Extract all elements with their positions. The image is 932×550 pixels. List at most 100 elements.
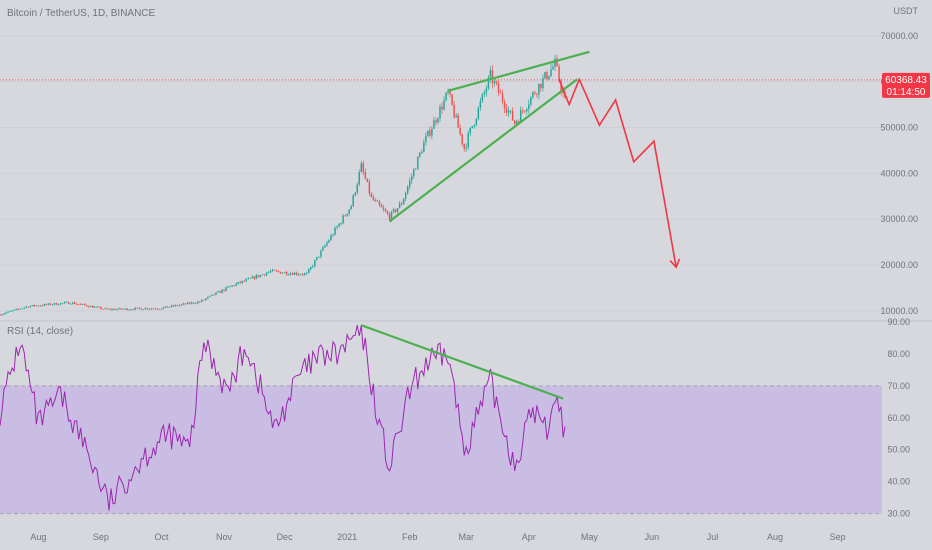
candle-body <box>67 301 70 304</box>
candle-body <box>186 302 189 305</box>
candle-body <box>398 203 401 209</box>
candle-body <box>47 303 50 305</box>
candle-body <box>441 106 443 110</box>
price-tick-label: 40000.00 <box>880 168 918 178</box>
candle-body <box>160 308 163 310</box>
x-tick-label: 2021 <box>337 532 357 542</box>
candle-body <box>530 97 532 105</box>
candle-body <box>17 308 19 310</box>
candle-body <box>122 309 124 310</box>
x-tick-label: Dec <box>277 532 294 542</box>
candle-body <box>419 152 421 157</box>
rsi-tick-label: 30.00 <box>887 509 910 519</box>
candle-body <box>493 81 496 84</box>
candle-body <box>526 109 528 112</box>
candle-body <box>362 163 365 172</box>
drawing-lines[interactable] <box>0 50 882 269</box>
candle-body <box>479 101 482 108</box>
candle-body <box>297 274 300 276</box>
candle-body <box>142 309 145 311</box>
candle-body <box>497 83 500 93</box>
candle-body <box>544 72 546 79</box>
candle-body <box>197 301 199 304</box>
candle-body <box>110 308 112 310</box>
candle-body <box>425 136 427 143</box>
candle-body <box>346 213 348 216</box>
candle-body <box>330 235 332 241</box>
candle-body <box>538 83 540 95</box>
candle-body <box>289 273 292 275</box>
candle-body <box>154 308 157 310</box>
symbol-title[interactable]: Bitcoin / TetherUS, 1D, BINANCE <box>7 8 156 19</box>
candle-body <box>396 208 399 212</box>
candle-body <box>71 302 74 304</box>
candle-body <box>21 308 23 310</box>
x-tick-label: Mar <box>458 532 474 542</box>
projection-path <box>558 77 677 268</box>
candle-body <box>188 302 191 304</box>
candle-body <box>352 195 354 207</box>
candle-body <box>5 312 7 314</box>
currency-label: USDT <box>894 6 919 16</box>
x-tick-label: Feb <box>402 532 418 542</box>
candle-body <box>203 299 205 301</box>
candle-body <box>304 273 306 275</box>
candle-body <box>225 287 227 291</box>
wedge-lower-trendline <box>388 78 578 223</box>
candle-body <box>515 121 518 124</box>
candle-body <box>467 133 469 148</box>
candle-body <box>423 142 425 153</box>
candle-body <box>275 270 278 272</box>
candle-body <box>295 272 298 275</box>
candle-body <box>287 274 290 276</box>
candle-body <box>483 92 486 95</box>
candle-body <box>459 127 461 134</box>
candle-body <box>410 176 413 181</box>
candle-body <box>130 309 132 311</box>
candle-body <box>75 303 78 305</box>
candle-body <box>449 90 451 95</box>
candle-body <box>82 303 84 305</box>
rsi-title[interactable]: RSI (14, close) <box>7 326 73 337</box>
candle-body <box>283 271 286 273</box>
candle-body <box>473 124 476 127</box>
candle-body <box>201 299 203 302</box>
candle-body <box>517 121 520 122</box>
candle-body <box>156 308 159 310</box>
candle-body <box>53 303 56 305</box>
candle-body <box>178 305 181 306</box>
candle-body <box>190 302 193 304</box>
candle-body <box>94 306 96 308</box>
candle-body <box>328 240 330 243</box>
candle-body <box>404 193 407 199</box>
candle-body <box>324 245 326 248</box>
candle-body <box>108 308 110 310</box>
candle-body <box>481 94 484 102</box>
candle-body <box>172 305 175 307</box>
candle-body <box>413 169 415 177</box>
x-tick-label: Sep <box>93 532 109 542</box>
candle-body <box>170 305 173 307</box>
candle-body <box>13 309 15 311</box>
candle-body <box>340 223 342 225</box>
candle-body <box>548 76 550 80</box>
rsi-tick-label: 70.00 <box>887 381 910 391</box>
candle-body <box>310 267 312 270</box>
candle-body <box>116 309 118 311</box>
candle-body <box>293 272 296 275</box>
candle-body <box>376 200 379 202</box>
x-tick-label: Nov <box>216 532 233 542</box>
candle-body <box>291 273 294 275</box>
candle-body <box>23 307 25 309</box>
candle-body <box>390 211 393 220</box>
candle-body <box>233 285 235 287</box>
candle-body <box>227 286 229 288</box>
candle-body <box>384 209 387 212</box>
candle-body <box>320 250 322 257</box>
candle-body <box>98 306 100 308</box>
candle-body <box>431 128 433 136</box>
price-tick-label: 70000.00 <box>880 31 918 41</box>
price-badge: 60368.43 01:14:50 <box>882 72 930 98</box>
